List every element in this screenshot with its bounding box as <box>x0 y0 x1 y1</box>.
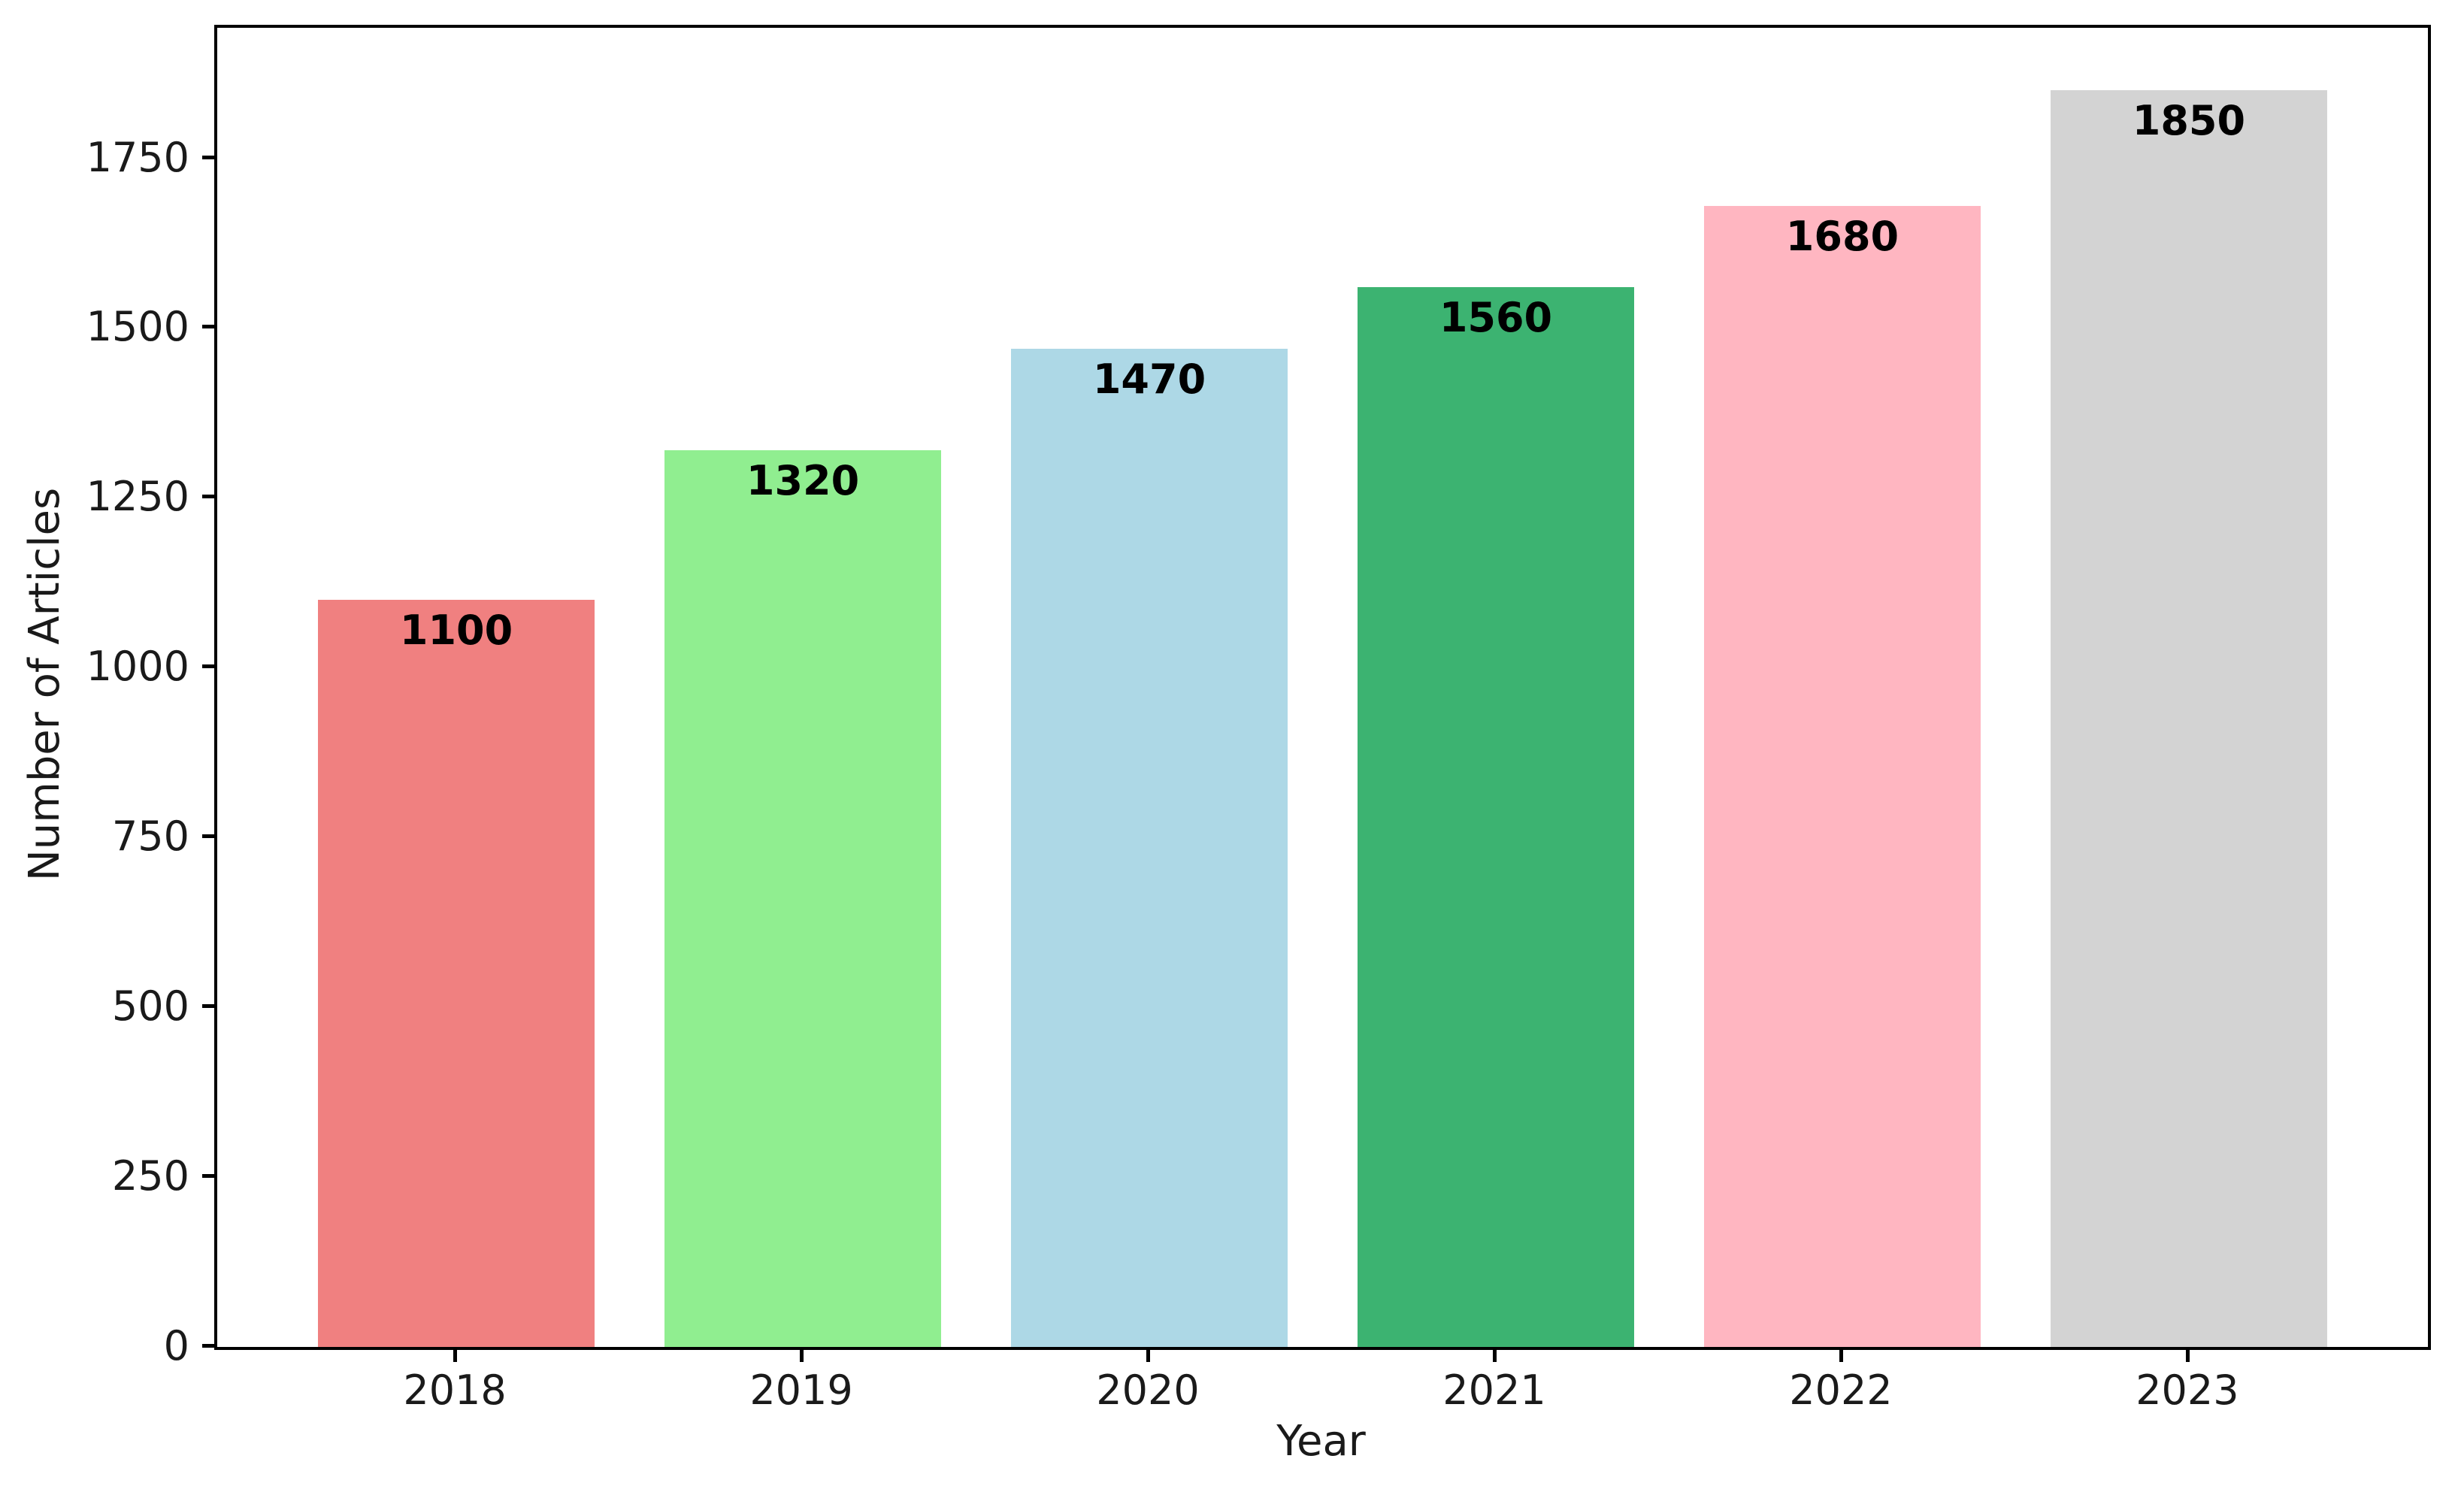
x-tick-mark <box>1492 1347 1497 1362</box>
y-tick-label: 1500 <box>86 303 189 351</box>
x-tick-mark <box>2185 1347 2190 1362</box>
y-tick-mark <box>202 155 217 159</box>
y-tick-label: 500 <box>111 982 189 1031</box>
y-tick-mark <box>202 834 217 839</box>
bar-2022: 1680 <box>1703 205 1981 1347</box>
bar-value-label: 1560 <box>1439 294 1553 342</box>
y-tick-label: 1000 <box>86 643 189 691</box>
x-tick-label: 2018 <box>403 1366 507 1414</box>
bar-2023: 1850 <box>2050 90 2328 1347</box>
plot-area: 1100 1320 1470 1560 1680 1850 <box>214 25 2431 1350</box>
y-tick-label: 750 <box>111 813 189 861</box>
x-tick-mark <box>1839 1347 1843 1362</box>
y-tick-label: 1750 <box>86 133 189 181</box>
y-tick-mark <box>202 1344 217 1348</box>
y-tick-mark <box>202 1004 217 1009</box>
y-tick-label: 1250 <box>86 473 189 521</box>
y-tick-label: 250 <box>111 1152 189 1200</box>
x-axis-title: Year <box>1276 1417 1366 1466</box>
x-tick-label: 2019 <box>749 1366 853 1414</box>
bar-2020: 1470 <box>1010 348 1288 1347</box>
bar-value-label: 1470 <box>1092 355 1206 403</box>
bar-value-label: 1850 <box>2132 97 2246 145</box>
x-tick-label: 2022 <box>1789 1366 1893 1414</box>
y-tick-mark <box>202 325 217 329</box>
x-tick-label: 2020 <box>1096 1366 1200 1414</box>
x-tick-label: 2021 <box>1442 1366 1546 1414</box>
bar-2019: 1320 <box>664 450 942 1347</box>
y-tick-mark <box>202 664 217 669</box>
bar-2018: 1100 <box>317 599 595 1347</box>
y-tick-mark <box>202 1174 217 1179</box>
y-tick-mark <box>202 495 217 499</box>
x-tick-mark <box>453 1347 458 1362</box>
bar-2021: 1560 <box>1357 287 1635 1347</box>
x-tick-mark <box>1146 1347 1150 1362</box>
y-tick-label: 0 <box>163 1322 189 1369</box>
bar-value-label: 1320 <box>746 457 860 505</box>
x-tick-mark <box>800 1347 804 1362</box>
x-tick-label: 2023 <box>2136 1366 2239 1414</box>
bar-value-label: 1100 <box>399 606 513 654</box>
bar-value-label: 1680 <box>1785 212 1899 260</box>
